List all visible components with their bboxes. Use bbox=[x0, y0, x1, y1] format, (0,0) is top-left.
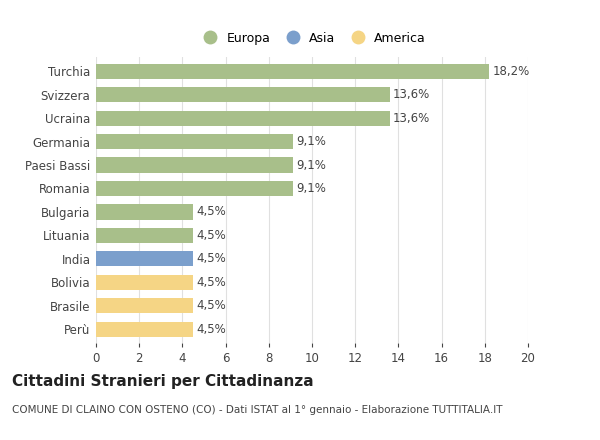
Text: 4,5%: 4,5% bbox=[196, 229, 226, 242]
Text: 4,5%: 4,5% bbox=[196, 323, 226, 336]
Bar bbox=[96, 64, 489, 79]
Bar bbox=[96, 87, 390, 103]
Text: Cittadini Stranieri per Cittadinanza: Cittadini Stranieri per Cittadinanza bbox=[12, 374, 314, 389]
Text: 18,2%: 18,2% bbox=[493, 65, 530, 78]
Bar bbox=[96, 204, 193, 220]
Bar bbox=[96, 158, 293, 172]
Text: 4,5%: 4,5% bbox=[196, 299, 226, 312]
Bar bbox=[96, 298, 193, 313]
Bar bbox=[96, 134, 293, 149]
Text: 4,5%: 4,5% bbox=[196, 252, 226, 265]
Bar bbox=[96, 228, 193, 243]
Text: 13,6%: 13,6% bbox=[393, 88, 430, 101]
Text: 4,5%: 4,5% bbox=[196, 276, 226, 289]
Bar bbox=[96, 110, 390, 126]
Bar bbox=[96, 251, 193, 267]
Text: 9,1%: 9,1% bbox=[296, 182, 326, 195]
Text: 13,6%: 13,6% bbox=[393, 112, 430, 125]
Text: COMUNE DI CLAINO CON OSTENO (CO) - Dati ISTAT al 1° gennaio - Elaborazione TUTTI: COMUNE DI CLAINO CON OSTENO (CO) - Dati … bbox=[12, 405, 503, 415]
Bar bbox=[96, 275, 193, 290]
Bar bbox=[96, 322, 193, 337]
Bar bbox=[96, 181, 293, 196]
Text: 9,1%: 9,1% bbox=[296, 135, 326, 148]
Text: 9,1%: 9,1% bbox=[296, 158, 326, 172]
Legend: Europa, Asia, America: Europa, Asia, America bbox=[196, 29, 428, 47]
Text: 4,5%: 4,5% bbox=[196, 205, 226, 218]
